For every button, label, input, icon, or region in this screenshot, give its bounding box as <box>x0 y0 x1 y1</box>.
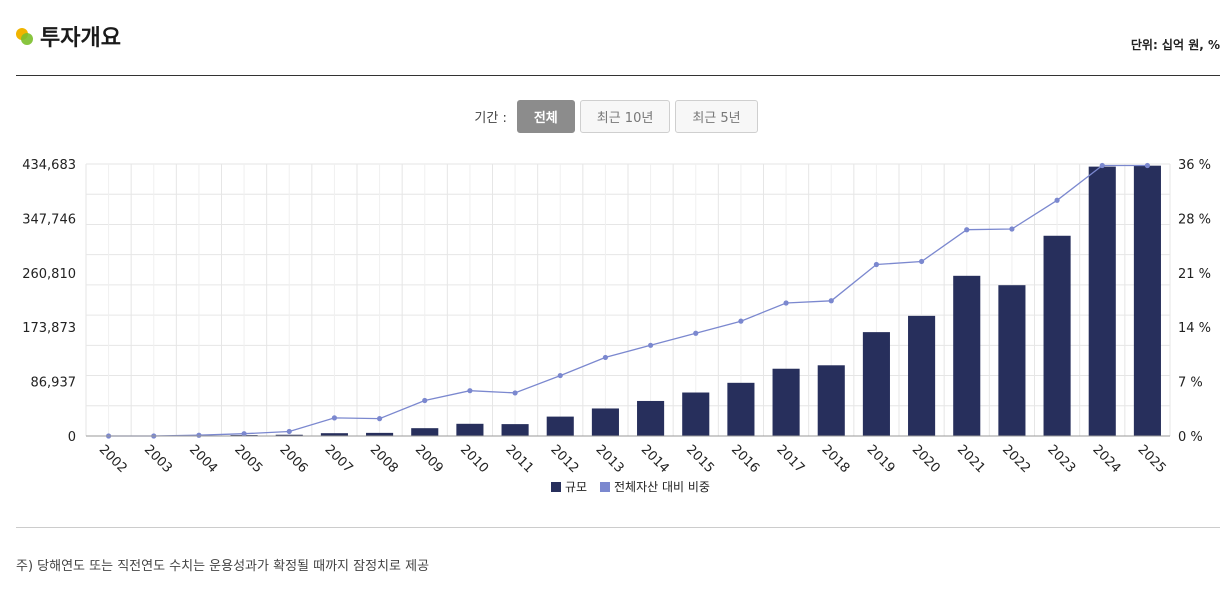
ratio-point-2012[interactable] <box>557 372 563 379</box>
y-right-tick-label: 36 % <box>1178 158 1211 173</box>
x-tick-label: 2024 <box>1089 442 1123 476</box>
y-right-tick-label: 0 % <box>1178 430 1203 445</box>
bar-2007[interactable] <box>320 433 348 436</box>
x-tick-label: 2015 <box>683 442 717 476</box>
bar-2021[interactable] <box>953 275 981 436</box>
ratio-point-2025[interactable] <box>1144 162 1151 169</box>
ratio-point-2022[interactable] <box>1009 226 1015 232</box>
period-selector: 기간 : 전체 최근 10년 최근 5년 <box>0 100 1232 136</box>
ratio-point-2019[interactable] <box>873 261 880 268</box>
ratio-point-2013[interactable] <box>602 354 609 361</box>
bar-2020[interactable] <box>908 315 936 436</box>
x-tick-label: 2022 <box>999 442 1033 476</box>
bar-2019[interactable] <box>862 332 890 436</box>
x-tick-label: 2009 <box>412 442 446 476</box>
bar-2024[interactable] <box>1088 166 1116 436</box>
y-left-tick-label: 434,683 <box>22 158 76 173</box>
bar-2011[interactable] <box>501 424 529 436</box>
bar-2025[interactable] <box>1133 165 1161 436</box>
y-left-tick-label: 0 <box>68 430 76 445</box>
ratio-point-2020[interactable] <box>918 258 925 265</box>
y-right-tick-label: 14 % <box>1178 321 1211 336</box>
x-tick-label: 2014 <box>638 442 672 476</box>
x-tick-label: 2018 <box>818 442 852 476</box>
y-left-tick-label: 347,746 <box>22 212 76 227</box>
x-tick-label: 2020 <box>909 442 943 476</box>
section-header: 투자개요 단위: 십억 원, % <box>16 18 1220 58</box>
x-tick-label: 2025 <box>1135 442 1169 476</box>
bar-2017[interactable] <box>772 368 800 436</box>
x-tick-label: 2002 <box>96 442 130 476</box>
x-tick-label: 2017 <box>773 442 807 476</box>
y-left-tick-label: 260,810 <box>22 267 76 282</box>
x-tick-label: 2004 <box>186 442 220 476</box>
ratio-point-2004[interactable] <box>196 432 202 438</box>
y-left-tick-label: 86,937 <box>31 376 77 391</box>
bar-2010[interactable] <box>456 423 484 436</box>
x-tick-label: 2016 <box>728 442 762 476</box>
x-tick-label: 2010 <box>457 442 491 476</box>
y-right-tick-label: 7 % <box>1178 376 1203 391</box>
bar-2009[interactable] <box>411 428 439 436</box>
bar-2018[interactable] <box>817 365 845 436</box>
ratio-point-2011[interactable] <box>512 390 518 396</box>
ratio-point-2024[interactable] <box>1099 162 1105 169</box>
ratio-point-2016[interactable] <box>738 318 744 324</box>
bar-2016[interactable] <box>727 382 755 436</box>
header-divider <box>16 75 1220 76</box>
ratio-point-2018[interactable] <box>828 298 834 304</box>
ratio-point-2009[interactable] <box>422 397 428 404</box>
x-tick-label: 2007 <box>322 442 356 476</box>
legend-line-swatch <box>600 482 610 492</box>
ratio-point-2007[interactable] <box>331 415 338 421</box>
period-10y-button[interactable]: 최근 10년 <box>579 100 671 133</box>
ratio-point-2010[interactable] <box>467 388 473 394</box>
legend-line-label[interactable]: 전체자산 대비 비중 <box>614 480 710 494</box>
ratio-point-2014[interactable] <box>647 342 654 348</box>
ratio-point-2015[interactable] <box>693 330 699 336</box>
bar-2023[interactable] <box>1043 235 1071 436</box>
legend-bar-swatch <box>551 482 561 492</box>
investment-chart: 434,683 347,746 260,810 173,873 86,937 0 36 % 2… <box>22 158 1211 494</box>
ratio-point-2008[interactable] <box>376 416 383 422</box>
x-tick-label: 2003 <box>141 442 175 476</box>
ratio-point-2006[interactable] <box>286 428 292 435</box>
ratio-line <box>108 164 1148 437</box>
period-5y-button[interactable]: 최근 5년 <box>675 100 758 133</box>
legend-bar-label[interactable]: 규모 <box>565 480 587 494</box>
ratio-point-2005[interactable] <box>241 431 247 437</box>
footer-divider <box>16 527 1220 528</box>
x-tick-label: 2005 <box>231 442 265 476</box>
bar-2015[interactable] <box>682 392 710 436</box>
bar-2022[interactable] <box>998 285 1026 436</box>
x-tick-label: 2023 <box>1044 442 1078 476</box>
x-tick-label: 2011 <box>502 442 536 476</box>
bar-2008[interactable] <box>366 432 394 436</box>
footnote: 주) 당해연도 또는 직전연도 수치는 운용성과가 확정될 때까지 잠정치로 제… <box>16 559 430 574</box>
y-right-tick-label: 21 % <box>1178 267 1211 282</box>
x-tick-label: 2019 <box>864 442 898 476</box>
ratio-point-2017[interactable] <box>783 300 789 306</box>
y-left-tick-label: 173,873 <box>22 321 76 336</box>
bar-2006[interactable] <box>275 434 303 436</box>
unit-label: 단위: 십억 원, % <box>1130 38 1220 52</box>
period-label: 기간 : <box>474 111 507 126</box>
ratio-point-2021[interactable] <box>964 227 970 233</box>
ratio-point-2023[interactable] <box>1054 197 1060 203</box>
period-all-button[interactable]: 전체 <box>516 100 575 133</box>
bar-2012[interactable] <box>546 416 574 436</box>
x-tick-label: 2008 <box>367 442 401 476</box>
x-tick-label: 2021 <box>954 442 988 476</box>
y-right-tick-label: 28 % <box>1178 212 1211 227</box>
page-title: 투자개요 <box>40 26 121 51</box>
x-tick-label: 2012 <box>547 442 581 476</box>
x-tick-label: 2013 <box>593 442 627 476</box>
bar-2013[interactable] <box>591 408 619 436</box>
x-tick-label: 2006 <box>276 442 310 476</box>
bar-2014[interactable] <box>637 400 665 436</box>
circle-dot-icon <box>16 28 34 46</box>
